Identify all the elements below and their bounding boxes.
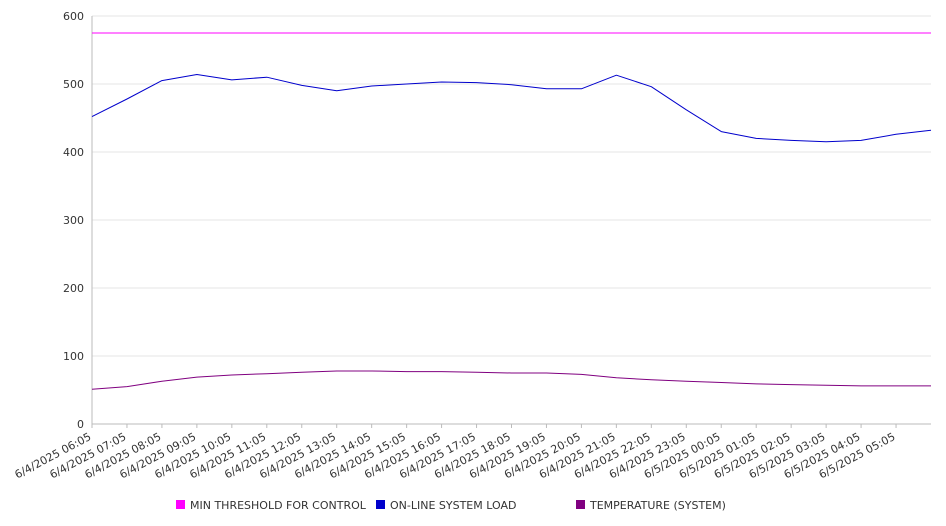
legend-label: MIN THRESHOLD FOR CONTROL [190,499,367,512]
x-axis-tick-labels: 6/4/2025 06:056/4/2025 07:056/4/2025 08:… [13,430,898,481]
y-tick-label: 400 [63,146,84,159]
y-tick-label: 200 [63,282,84,295]
y-tick-label: 0 [77,418,84,431]
y-axis-tick-labels: 0 100 200 300 400 500 600 [63,10,84,431]
grid-lines [92,15,931,357]
legend: MIN THRESHOLD FOR CONTROL ON-LINE SYSTEM … [176,499,726,512]
legend-swatch [176,500,185,509]
series-line-2 [91,370,931,390]
series-lines [91,32,932,390]
series-line-1 [91,74,932,143]
y-tick-label: 600 [63,10,84,23]
legend-label: ON-LINE SYSTEM LOAD [390,499,516,512]
y-tick-label: 100 [63,350,84,363]
y-tick-label: 300 [63,214,84,227]
axes [91,16,931,428]
legend-swatch [376,500,385,509]
legend-label: TEMPERATURE (SYSTEM) [589,499,726,512]
legend-swatch [576,500,585,509]
y-tick-label: 500 [63,78,84,91]
